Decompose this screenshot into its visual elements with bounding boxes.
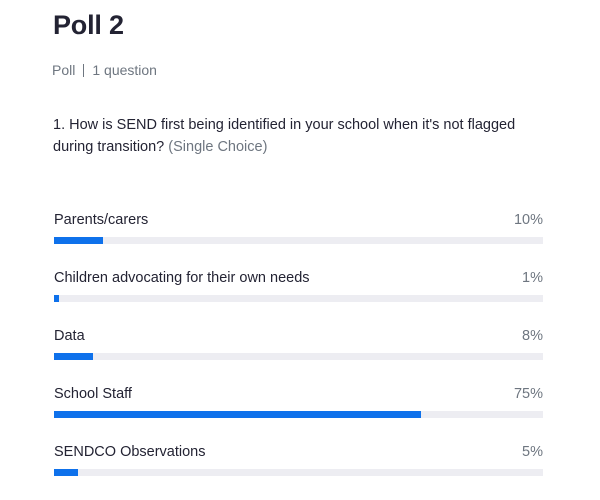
question-count: 1 question xyxy=(92,62,157,78)
progress-track xyxy=(54,237,543,244)
progress-fill xyxy=(54,353,94,360)
poll-option: School Staff 75% xyxy=(54,384,543,442)
option-label: Parents/carers xyxy=(54,212,149,228)
question-type: (Single Choice) xyxy=(168,139,268,155)
progress-fill xyxy=(54,237,103,244)
option-label: Data xyxy=(54,328,85,344)
option-label: Children advocating for their own needs xyxy=(54,270,310,286)
progress-track xyxy=(54,469,543,476)
progress-fill xyxy=(54,411,421,418)
option-label: SENDCO Observations xyxy=(54,444,206,460)
question-body: 1. How is SEND first being identified in… xyxy=(53,117,516,155)
results-list: Parents/carers 10% Children advocating for… xyxy=(54,210,543,500)
poll-option: Parents/carers 10% xyxy=(54,210,543,268)
option-percent: 1% xyxy=(522,270,543,286)
progress-fill xyxy=(54,295,59,302)
progress-fill xyxy=(54,469,79,476)
progress-track xyxy=(54,411,543,418)
progress-track xyxy=(54,353,543,360)
poll-meta: Poll 1 question xyxy=(52,62,157,78)
option-percent: 10% xyxy=(513,212,543,228)
meta-separator xyxy=(83,63,85,77)
poll-kind: Poll xyxy=(52,62,76,78)
progress-track xyxy=(54,295,543,302)
question-text: 1. How is SEND first being identified in… xyxy=(53,114,533,158)
poll-title: Poll 2 xyxy=(53,10,124,40)
poll-option: SENDCO Observations 5% xyxy=(54,442,543,500)
option-percent: 75% xyxy=(513,386,543,402)
option-percent: 8% xyxy=(522,328,543,344)
poll-option: Data 8% xyxy=(54,326,543,384)
option-label: School Staff xyxy=(54,386,132,402)
option-percent: 5% xyxy=(522,444,543,460)
poll-option: Children advocating for their own needs 1… xyxy=(54,268,543,326)
